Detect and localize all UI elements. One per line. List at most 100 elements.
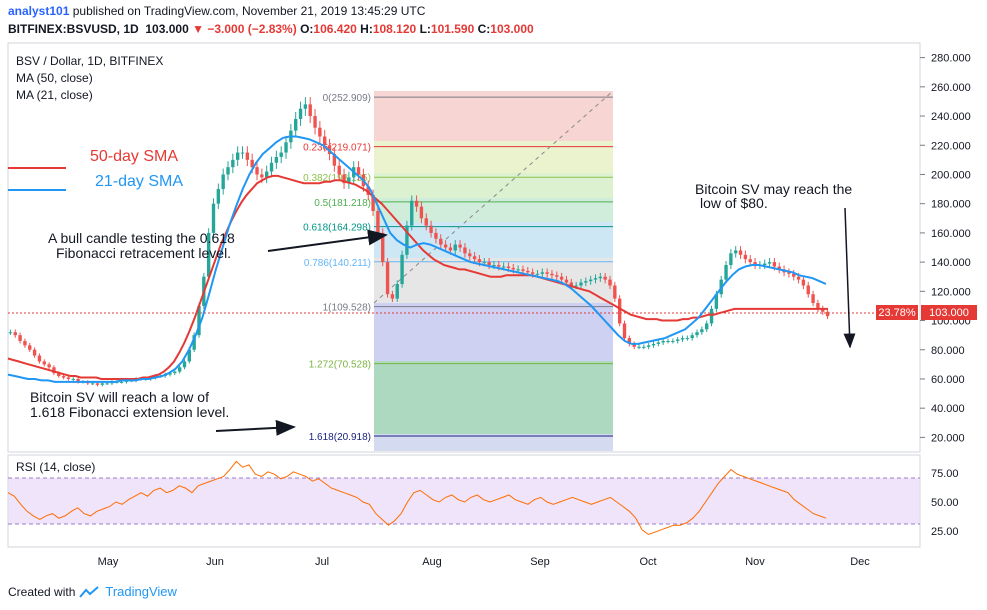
- candle-body: [511, 267, 515, 270]
- price-tick-label: 140.000: [931, 257, 971, 269]
- candle-body: [632, 343, 636, 347]
- candle-body: [42, 361, 46, 365]
- time-tick-label: Jul: [315, 556, 329, 568]
- author-link[interactable]: analyst101: [8, 4, 70, 18]
- candle-body: [298, 108, 303, 119]
- tradingview-brand[interactable]: TradingView: [105, 584, 177, 599]
- fib-level-label: 0.382(198.135): [303, 173, 371, 184]
- candle-body: [468, 253, 472, 257]
- candle-body: [763, 263, 767, 266]
- bsv-low-annotation-2: 1.618 Fibonacci extension level.: [30, 404, 229, 420]
- candle-body: [168, 373, 172, 375]
- rsi-axis: 75.00 50.00 25.00: [931, 468, 959, 538]
- candle-body: [680, 338, 685, 340]
- candle-body: [705, 323, 709, 330]
- candle-body: [448, 247, 453, 251]
- candle-body: [675, 339, 680, 341]
- candle-body: [177, 367, 182, 372]
- candle-body: [211, 203, 216, 233]
- candle-body: [66, 377, 71, 379]
- candle-body: [57, 373, 61, 377]
- fib-zone-0: [374, 91, 613, 141]
- candle-body: [443, 244, 448, 248]
- candle-body: [506, 266, 511, 268]
- pct-tag-text: 23.78%: [878, 307, 916, 319]
- candle-body: [105, 383, 109, 385]
- price-tick-label: 260.000: [931, 82, 971, 94]
- fib-level-label: 0.618(164.298): [303, 223, 371, 234]
- candle-body: [424, 218, 428, 226]
- chart-title: BSV / Dollar, 1D, BITFINEX: [16, 54, 163, 68]
- price-tag: [921, 305, 977, 320]
- candle-body: [642, 346, 646, 348]
- candle-body: [366, 186, 370, 195]
- candle-body: [260, 174, 264, 178]
- candle-body: [13, 332, 17, 336]
- candle-body: [90, 383, 95, 385]
- time-tick-label: Nov: [745, 556, 765, 568]
- price-tag-text: 103.000: [929, 307, 969, 319]
- candle-body: [395, 284, 399, 299]
- candle-body: [342, 174, 346, 184]
- price-tick-label: 200.000: [931, 169, 971, 181]
- candle-body: [182, 361, 187, 368]
- candle-body: [250, 159, 254, 168]
- candle-body: [501, 266, 506, 268]
- rsi-tick-label: 25.00: [931, 526, 959, 538]
- bull-arrow: [267, 229, 388, 252]
- sma50-legend-label: 50-day SMA: [90, 148, 178, 165]
- candle-body: [453, 244, 457, 251]
- candle-body: [385, 262, 390, 295]
- symbol-name: BITFINEX:BSVUSD, 1D: [8, 22, 139, 36]
- candle-body: [545, 272, 549, 274]
- time-axis[interactable]: May Jun Jul Aug Sep Oct Nov Dec: [98, 556, 871, 568]
- time-tick-label: Sep: [530, 556, 550, 568]
- candle-body: [637, 346, 641, 348]
- candle-body: [376, 210, 380, 233]
- time-tick-label: Jun: [206, 556, 224, 568]
- candle-body: [119, 381, 124, 383]
- candle-body: [221, 174, 225, 190]
- candle-body: [521, 269, 525, 271]
- time-tick-label: Oct: [639, 556, 656, 568]
- candle-body: [516, 269, 520, 271]
- candle-body: [294, 118, 298, 131]
- candle-body: [738, 250, 743, 255]
- created-with: Created with: [8, 584, 76, 599]
- candle-body: [23, 340, 27, 346]
- publish-header: analyst101 published on TradingView.com,…: [8, 4, 425, 18]
- candle-body: [777, 266, 781, 270]
- candle-body: [197, 305, 201, 336]
- price-tick-label: 20.000: [931, 432, 965, 444]
- price-axis[interactable]: 280.000 260.000 240.000 220.000 200.000 180.0…: [920, 53, 971, 445]
- candle-body: [434, 232, 438, 239]
- candle-body: [646, 345, 651, 347]
- candle-body: [439, 238, 443, 245]
- candle-body: [579, 282, 583, 286]
- price-tick-label: 40.000: [931, 403, 965, 415]
- candle-body: [748, 259, 752, 263]
- candle-body: [400, 254, 404, 285]
- footer: Created with TradingView: [8, 584, 177, 599]
- candle-body: [497, 265, 501, 267]
- candle-body: [405, 225, 409, 255]
- candle-body: [801, 279, 806, 286]
- candle-body: [337, 165, 341, 175]
- candle-body: [32, 349, 37, 356]
- candle-body: [574, 285, 578, 287]
- candle-body: [743, 254, 748, 260]
- candle-body: [472, 256, 477, 260]
- candle-body: [593, 278, 598, 280]
- low-value: 101.590: [430, 22, 475, 36]
- candle-body: [323, 136, 327, 146]
- candle-body: [666, 340, 670, 342]
- bull-annotation-2: Fibonacci retracement level.: [56, 245, 231, 261]
- candle-body: [279, 152, 283, 157]
- candle-body: [796, 276, 801, 280]
- fib-trend-line: [373, 90, 614, 304]
- candle-body: [18, 335, 22, 341]
- candle-body: [487, 262, 491, 266]
- price-tick-label: 280.000: [931, 53, 971, 65]
- candle-body: [274, 156, 279, 163]
